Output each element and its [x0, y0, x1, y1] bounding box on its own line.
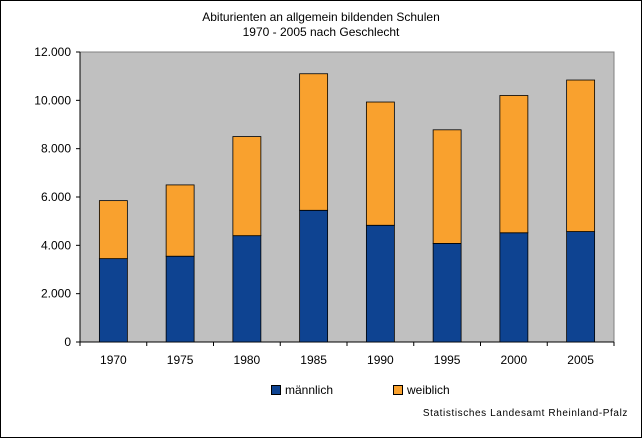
y-tick-label: 4.000 [41, 238, 71, 252]
y-tick-label: 6.000 [41, 190, 71, 204]
y-tick-label: 0 [64, 335, 71, 349]
plot-area [79, 51, 615, 343]
chart-title-line1: Abiturienten an allgemein bildenden Schu… [202, 10, 440, 24]
bar-maennlich-2005 [566, 231, 596, 343]
x-tick-label: 1980 [234, 353, 261, 367]
x-tick-label: 2005 [567, 353, 594, 367]
y-tick-label: 12.000 [34, 45, 71, 59]
y-tick-label: 10.000 [34, 93, 71, 107]
bar-weiblich-1995 [432, 129, 462, 244]
bar-maennlich-1985 [299, 209, 329, 343]
x-tick-label: 1995 [434, 353, 461, 367]
bar-weiblich-1990 [365, 101, 395, 226]
legend-label-weiblich: weiblich [407, 383, 450, 397]
bar-maennlich-1990 [365, 224, 395, 343]
x-tick-label: 1985 [300, 353, 327, 367]
y-tick-label: 2.000 [41, 287, 71, 301]
bar-maennlich-2000 [499, 232, 529, 343]
x-tick-label: 1970 [100, 353, 127, 367]
source-note: Statistisches Landesamt Rheinland-Pfalz [422, 408, 628, 419]
legend-swatch-maennlich [271, 385, 281, 395]
chart-title: Abiturienten an allgemein bildenden Schu… [0, 10, 642, 40]
bar-weiblich-1975 [165, 184, 195, 257]
bar-weiblich-1985 [299, 73, 329, 211]
bar-weiblich-2005 [566, 79, 596, 232]
bar-weiblich-1970 [98, 200, 128, 260]
legend-item-maennlich: männlich [271, 383, 333, 397]
y-tick-label: 8.000 [41, 142, 71, 156]
bar-maennlich-1980 [232, 235, 262, 343]
bar-maennlich-1975 [165, 255, 195, 343]
legend-label-maennlich: männlich [285, 383, 334, 397]
bar-weiblich-1980 [232, 136, 262, 237]
legend-swatch-weiblich [393, 385, 403, 395]
x-tick-label: 2000 [501, 353, 528, 367]
x-tick-label: 1990 [367, 353, 394, 367]
x-tick-label: 1975 [167, 353, 194, 367]
bar-maennlich-1970 [98, 258, 128, 343]
legend-item-weiblich: weiblich [393, 383, 450, 397]
bar-weiblich-2000 [499, 95, 529, 234]
bar-maennlich-1995 [432, 242, 462, 343]
legend: männlich weiblich [0, 383, 642, 401]
chart-title-line2: 1970 - 2005 nach Geschlecht [242, 25, 400, 39]
